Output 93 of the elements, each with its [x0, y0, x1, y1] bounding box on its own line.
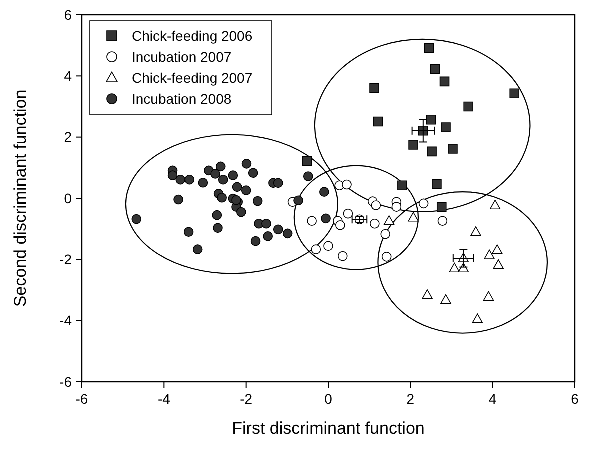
point — [449, 262, 460, 273]
point — [192, 244, 203, 254]
point — [484, 250, 495, 260]
point — [493, 260, 504, 270]
point — [228, 170, 238, 180]
y-tick-label: 4 — [64, 68, 72, 84]
y-tick-label: 0 — [64, 190, 72, 206]
y-tick-label: 6 — [64, 6, 72, 23]
point — [342, 180, 352, 190]
point — [252, 196, 263, 206]
point — [380, 229, 391, 240]
point — [510, 88, 520, 98]
point — [426, 115, 436, 125]
legend-label: Incubation 2008 — [132, 90, 232, 107]
point — [168, 170, 178, 180]
point — [492, 244, 503, 254]
point — [217, 192, 227, 203]
point — [382, 252, 392, 262]
point — [343, 208, 354, 219]
point — [263, 232, 274, 242]
point — [241, 186, 252, 196]
point — [236, 207, 246, 218]
point — [273, 178, 284, 188]
y-tick-label: -6 — [60, 374, 72, 390]
y-tick-label: -4 — [60, 312, 72, 329]
point — [273, 224, 284, 235]
x-tick-label: 4 — [488, 391, 497, 407]
point — [218, 174, 228, 185]
point — [282, 228, 293, 239]
point — [311, 244, 322, 254]
point — [373, 116, 384, 127]
point — [490, 200, 501, 210]
point — [418, 198, 429, 209]
x-tick-label: -2 — [240, 391, 253, 407]
point — [210, 169, 220, 179]
point — [432, 180, 442, 190]
point — [324, 241, 334, 252]
point — [470, 226, 482, 236]
point — [430, 64, 440, 74]
x-tick-label: -6 — [76, 391, 88, 407]
x-tick-label: 6 — [571, 391, 580, 407]
point — [441, 122, 451, 132]
point — [132, 214, 142, 224]
y-axis-title: Second discriminant function — [11, 90, 30, 308]
point — [262, 218, 272, 229]
x-axis-title: First discriminant function — [232, 419, 425, 438]
point — [464, 102, 474, 112]
point — [294, 196, 304, 206]
point — [242, 159, 252, 169]
point — [422, 290, 433, 300]
point — [319, 187, 330, 197]
point — [440, 76, 450, 87]
point — [436, 202, 447, 212]
point — [212, 210, 222, 220]
point — [184, 174, 195, 185]
point — [303, 172, 314, 182]
point — [384, 216, 395, 226]
point — [408, 212, 419, 222]
y-tick-label: -2 — [60, 252, 72, 268]
x-tick-label: 0 — [324, 391, 333, 407]
legend-label: Chick-feeding 2006 — [132, 28, 253, 44]
point — [302, 156, 312, 166]
point — [483, 291, 494, 301]
point — [176, 174, 186, 185]
point — [392, 202, 402, 212]
point — [338, 251, 348, 262]
point — [336, 220, 346, 230]
point — [198, 178, 208, 188]
point — [232, 182, 242, 192]
point — [408, 140, 418, 150]
point — [250, 236, 261, 246]
point — [216, 162, 226, 172]
point — [370, 84, 380, 94]
point — [248, 168, 258, 178]
x-tick-label: -4 — [158, 391, 171, 407]
legend-label: Incubation 2007 — [132, 48, 232, 65]
point — [440, 294, 452, 304]
point — [427, 146, 437, 157]
point — [371, 200, 382, 210]
y-tick-label: 2 — [64, 129, 72, 146]
point — [184, 227, 194, 238]
point — [448, 144, 458, 154]
point — [307, 216, 317, 226]
point — [424, 43, 434, 54]
point — [472, 314, 483, 324]
point — [321, 214, 331, 224]
point — [370, 218, 380, 229]
point — [438, 216, 448, 226]
legend-label: Chick-feeding 2007 — [132, 70, 253, 86]
point — [398, 180, 408, 191]
x-tick-label: 2 — [406, 391, 415, 407]
point — [174, 194, 184, 205]
point — [213, 223, 223, 234]
